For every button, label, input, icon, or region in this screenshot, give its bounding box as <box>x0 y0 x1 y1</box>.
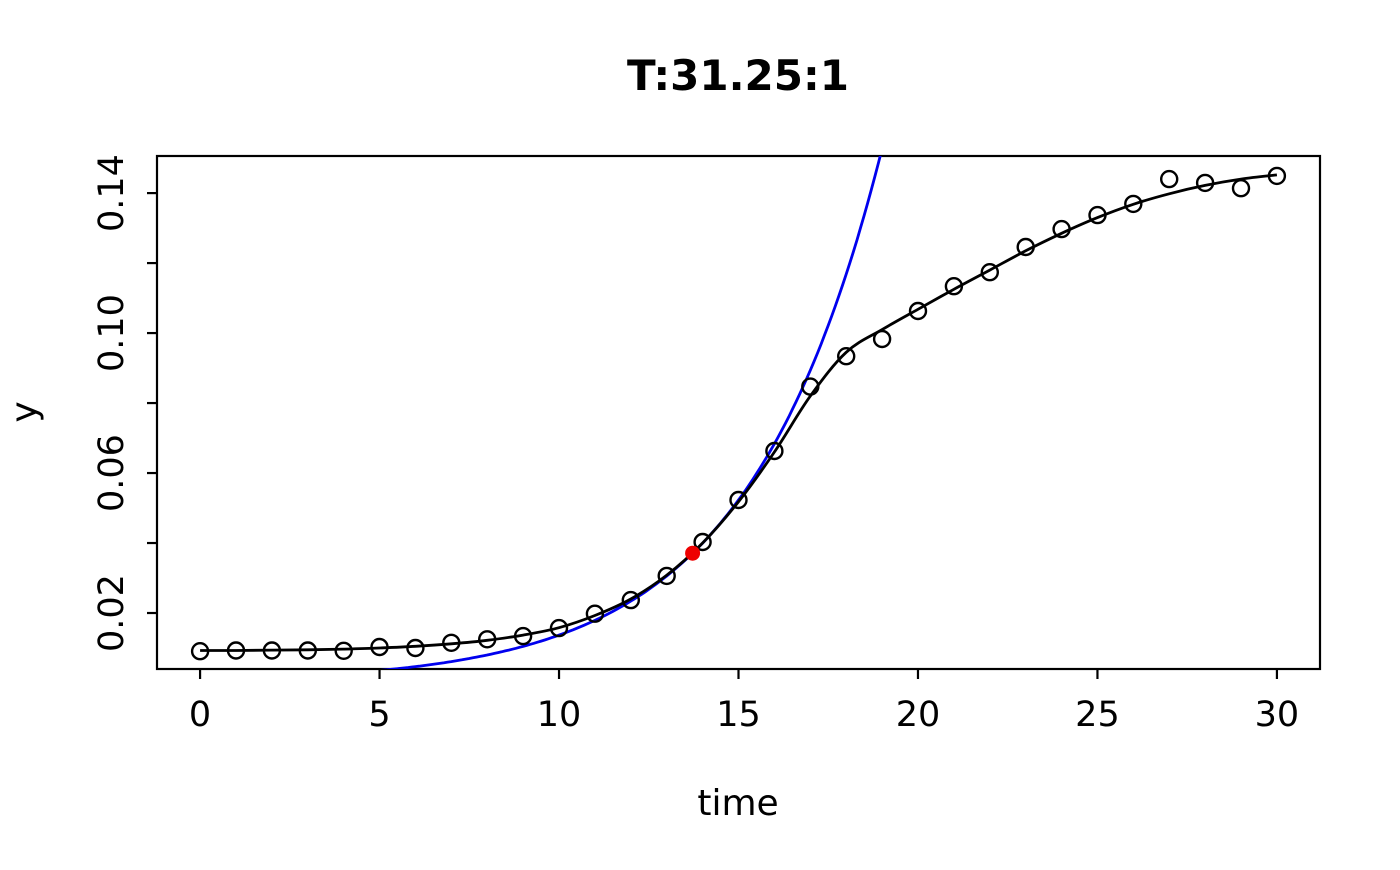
data-point-marker <box>478 630 497 649</box>
data-point-marker <box>872 329 892 349</box>
plot-area <box>190 156 1287 669</box>
data-point-marker <box>262 641 282 660</box>
data-point-marker <box>1088 205 1107 225</box>
data-point-marker <box>693 532 712 552</box>
data-points <box>190 166 1287 661</box>
data-point-marker <box>908 301 928 321</box>
data-point-marker <box>1159 169 1179 189</box>
x-tick-label: 30 <box>1255 695 1300 735</box>
data-point-marker <box>406 638 425 658</box>
data-point-marker <box>298 641 317 660</box>
data-point-marker <box>549 618 569 638</box>
data-point-marker <box>801 377 820 396</box>
data-point-marker <box>944 277 964 296</box>
data-point-marker <box>837 347 856 366</box>
data-point-marker <box>621 590 640 610</box>
y-axis-label: y <box>4 401 45 422</box>
chart-title: T:31.25:1 <box>627 51 849 100</box>
y-axis-ticks: 0.02 0.06 0.10 0.14 <box>92 154 157 652</box>
data-point-marker <box>980 263 999 282</box>
exponential-curve <box>380 156 882 669</box>
x-axis-ticks: 0 5 10 15 20 25 30 <box>189 669 1299 735</box>
data-point-marker <box>657 566 676 586</box>
data-point-marker <box>729 490 748 510</box>
data-point-marker <box>1124 194 1143 214</box>
y-tick-label: 0.02 <box>92 574 132 652</box>
data-point-marker <box>442 633 461 652</box>
y-tick-label: 0.06 <box>92 434 132 512</box>
fitted-curve <box>200 173 1278 652</box>
x-tick-label: 20 <box>896 695 941 735</box>
data-point-marker <box>1016 237 1035 257</box>
x-axis-label: time <box>697 783 778 824</box>
data-point-marker <box>765 441 784 461</box>
data-point-marker <box>226 641 246 660</box>
tangent-point-marker <box>685 545 701 561</box>
x-tick-label: 25 <box>1075 695 1120 735</box>
x-tick-label: 10 <box>537 695 582 735</box>
x-tick-label: 15 <box>716 695 761 735</box>
data-point-marker <box>585 604 605 623</box>
data-point-marker <box>334 641 353 660</box>
data-point-marker <box>370 637 389 657</box>
data-point-marker <box>1052 219 1071 239</box>
data-point-marker <box>1195 173 1215 193</box>
y-tick-label: 0.14 <box>92 154 132 232</box>
data-point-marker <box>190 642 210 661</box>
data-point-marker <box>1267 166 1287 186</box>
data-point-marker <box>1231 178 1251 198</box>
data-point-marker <box>513 626 533 646</box>
x-tick-label: 5 <box>368 695 390 735</box>
x-tick-label: 0 <box>189 695 211 735</box>
y-tick-label: 0.10 <box>92 294 132 372</box>
